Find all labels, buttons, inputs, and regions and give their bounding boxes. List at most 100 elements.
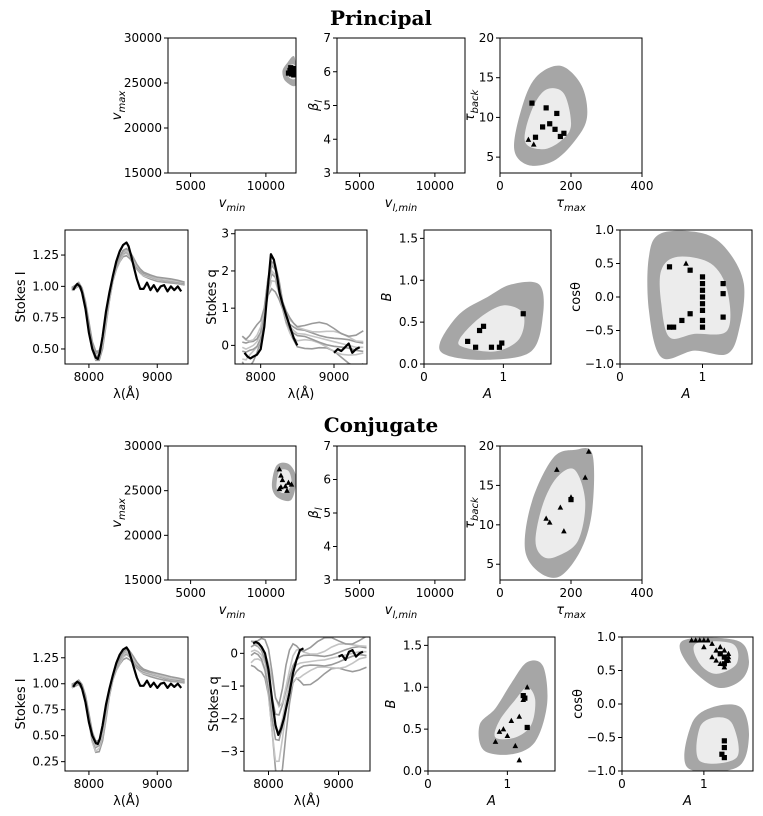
triangle-marker bbox=[524, 684, 531, 690]
y-tick-label: 15 bbox=[479, 71, 494, 85]
axes-frame bbox=[167, 445, 297, 581]
y-axis-label: cosθ bbox=[569, 282, 584, 312]
triangle-marker bbox=[688, 637, 695, 643]
plot-area bbox=[241, 253, 364, 364]
triangle-marker bbox=[500, 726, 507, 732]
x-axis-label: vl,min bbox=[385, 603, 418, 621]
square-marker bbox=[480, 323, 487, 329]
triangle-marker bbox=[585, 448, 592, 454]
y-tick-label: 1.00 bbox=[32, 677, 59, 691]
y-axis-label: Stokes q bbox=[205, 269, 220, 325]
x-tick-label: 1 bbox=[500, 370, 508, 384]
y-tick-label: 0.25 bbox=[32, 755, 59, 769]
observed-spectrum-line bbox=[243, 253, 361, 360]
x-tick-label: 200 bbox=[560, 179, 583, 193]
y-tick-label: −0.5 bbox=[585, 324, 614, 338]
y-axis-label: βl bbox=[307, 100, 325, 112]
x-axis-label: τmax bbox=[556, 196, 586, 214]
square-marker bbox=[552, 126, 558, 132]
x-axis-label: vl,min bbox=[385, 196, 418, 214]
y-tick-label: 1.0 bbox=[403, 680, 422, 694]
x-tick-label: 1 bbox=[699, 370, 707, 384]
y-tick-label: 0.0 bbox=[597, 697, 616, 711]
triangle-marker bbox=[554, 466, 560, 472]
y-axis-label: vmax bbox=[110, 91, 128, 121]
square-marker bbox=[699, 324, 706, 330]
axes-frame bbox=[64, 229, 189, 365]
y-tick-label: 0 bbox=[221, 338, 229, 352]
x-axis-label: λ(Å) bbox=[288, 386, 315, 402]
x-tick-label: 200 bbox=[560, 586, 583, 600]
y-tick-label: 1.5 bbox=[403, 638, 422, 652]
x-tick-label: 1 bbox=[700, 777, 708, 791]
square-marker bbox=[717, 651, 723, 657]
square-marker bbox=[687, 311, 693, 317]
triangle-marker bbox=[721, 647, 728, 653]
plot-area bbox=[439, 281, 544, 360]
triangle-marker bbox=[701, 637, 707, 643]
triangle-marker bbox=[508, 717, 515, 723]
y-tick-label: 20 bbox=[479, 439, 494, 453]
y-axis-label: Stokes I bbox=[14, 271, 29, 322]
plot-area bbox=[478, 660, 548, 763]
y-tick-label: 10 bbox=[479, 518, 494, 532]
square-marker bbox=[499, 340, 505, 346]
y-tick-label: 7 bbox=[323, 439, 331, 453]
axes-frame bbox=[423, 229, 552, 365]
triangle-marker bbox=[282, 483, 289, 489]
triangle-marker bbox=[725, 657, 732, 663]
plot-area bbox=[524, 447, 595, 578]
plot-area bbox=[71, 241, 185, 362]
axes-frame bbox=[243, 636, 371, 772]
x-tick-label: 5000 bbox=[344, 179, 375, 193]
square-marker bbox=[719, 751, 725, 757]
model-spectrum-line bbox=[71, 247, 185, 353]
y-tick-label: 15 bbox=[479, 478, 494, 492]
confidence-region-inner bbox=[659, 256, 731, 339]
triangle-marker bbox=[525, 136, 532, 142]
x-axis-label: λ(Å) bbox=[294, 793, 321, 809]
square-marker bbox=[520, 311, 526, 317]
square-marker bbox=[724, 657, 730, 664]
triangle-marker bbox=[701, 644, 707, 650]
triangle-marker bbox=[561, 528, 567, 534]
y-tick-label: −2 bbox=[220, 712, 238, 726]
y-tick-label: 3 bbox=[323, 573, 331, 587]
x-tick-label: 0 bbox=[496, 586, 504, 600]
plot-area bbox=[250, 637, 367, 771]
y-tick-label: 15000 bbox=[124, 573, 162, 587]
x-axis-label: A bbox=[682, 794, 692, 809]
triangle-marker bbox=[276, 466, 283, 472]
triangle-marker bbox=[692, 637, 699, 643]
model-spectrum-line bbox=[71, 656, 185, 754]
x-tick-label: 0 bbox=[616, 370, 624, 384]
panel-p_lambda_I: 8000 9000 0.50 0.75 1.00 1.25 λ(Å) Stokes I bbox=[14, 229, 189, 402]
y-tick-label: 1.5 bbox=[399, 231, 418, 245]
y-axis-label: βl bbox=[307, 507, 325, 519]
confidence-region-inner bbox=[696, 717, 739, 764]
square-marker bbox=[288, 65, 294, 71]
square-marker bbox=[488, 344, 495, 350]
x-tick-label: 8000 bbox=[74, 370, 105, 384]
plot-area bbox=[282, 56, 296, 87]
triangle-marker bbox=[520, 696, 527, 703]
y-tick-label: 0.5 bbox=[403, 722, 422, 736]
panel-c_vlmin_beta: 5000 10000 3 4 5 6 7 vl,min βl bbox=[307, 439, 466, 621]
y-tick-label: 3 bbox=[221, 227, 229, 241]
square-marker bbox=[568, 497, 574, 503]
section-title-principal: Principal bbox=[330, 6, 432, 30]
y-tick-label: 5 bbox=[323, 506, 331, 520]
panel-p_vmin_vmax: 5000 10000 15000 20000 25000 30000 vmin vmax bbox=[110, 31, 297, 214]
plot-area bbox=[514, 65, 588, 166]
model-spectrum-line bbox=[71, 649, 185, 743]
y-tick-label: 20000 bbox=[124, 528, 162, 542]
y-tick-label: 1.25 bbox=[32, 248, 59, 262]
triangle-marker bbox=[278, 484, 284, 490]
panel-p_vlmin_beta: 5000 10000 3 4 5 6 7 vl,min βl bbox=[307, 31, 466, 214]
x-tick-label: 8000 bbox=[253, 777, 284, 791]
triangle-marker bbox=[496, 728, 503, 734]
x-tick-label: 8000 bbox=[245, 370, 276, 384]
y-tick-label: 0.50 bbox=[32, 342, 59, 356]
x-tick-label: 9000 bbox=[323, 777, 354, 791]
y-tick-label: 1.00 bbox=[32, 279, 59, 293]
